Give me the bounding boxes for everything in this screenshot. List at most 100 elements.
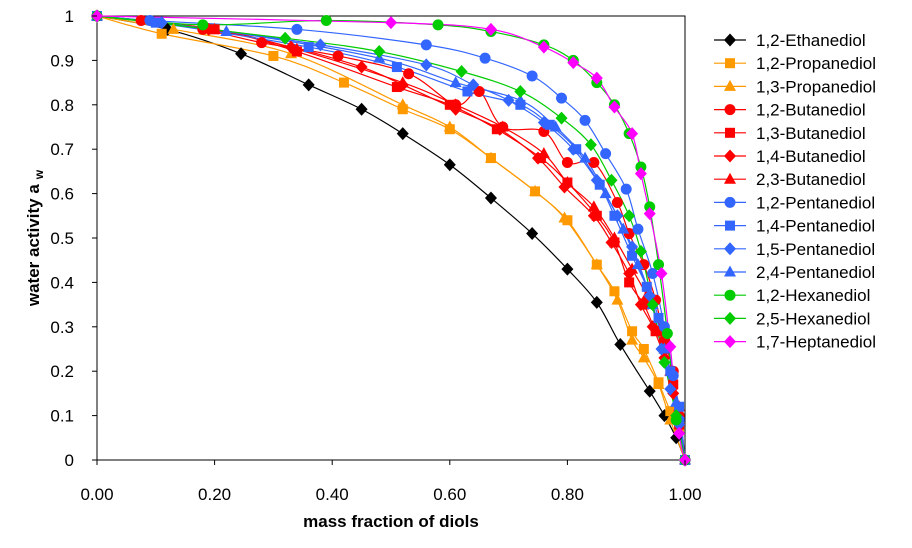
legend-marker-1-4-butanediol	[724, 149, 736, 163]
data-point-1-7-heptanediol	[608, 100, 621, 114]
data-point-2-3-butanediol	[449, 98, 462, 110]
data-point-1-2-butanediol	[332, 50, 344, 62]
y-axis-title-subscript: w	[32, 169, 46, 180]
data-point-1-3-propanediol	[652, 378, 665, 390]
data-point-1-3-propanediol	[590, 258, 603, 270]
data-point-1-3-butanediol	[668, 379, 679, 390]
series-line-1-2-ethanediol	[96, 15, 686, 461]
data-point-2-3-butanediol	[537, 147, 550, 159]
data-point-1-2-butanediol	[588, 157, 600, 169]
plot-area	[96, 15, 686, 461]
y-tick-label: 0.1	[50, 407, 74, 426]
data-point-2-4-pentanediol	[220, 25, 233, 37]
data-point-1-3-butanediol	[650, 326, 661, 337]
data-point-1-2-ethanediol	[396, 127, 409, 141]
data-point-1-2-butanediol	[403, 68, 415, 80]
x-tick-label: 1.00	[668, 485, 701, 504]
data-point-2-5-hexanediol	[646, 298, 659, 312]
data-point-1-3-propanediol	[611, 293, 624, 305]
data-point-1-2-ethanediol	[590, 295, 603, 309]
data-point-1-3-propanediol	[626, 333, 639, 345]
data-point-1-2-hexanediol	[197, 19, 209, 31]
data-point-1-2-ethanediol	[614, 338, 627, 352]
legend-marker-1-7-heptanediol	[724, 335, 736, 349]
y-tick-label: 0.9	[50, 51, 74, 70]
data-point-2-5-hexanediol	[623, 209, 636, 223]
legend-label: 1,2-Ethanediol	[756, 31, 866, 50]
data-point-1-7-heptanediol	[385, 16, 397, 30]
legend-marker-2-4-pentanediol	[724, 265, 736, 277]
legend-item-2-3-butanediol: 2,3-Butanediol	[714, 170, 866, 189]
y-tick-label: 0.8	[50, 96, 74, 115]
data-point-1-5-pentanediol	[567, 142, 580, 156]
data-point-2-5-hexanediol	[455, 65, 468, 78]
data-point-1-3-propanediol	[167, 22, 180, 34]
x-tick-label: 0.00	[80, 485, 113, 504]
data-point-1-2-pentanediol	[556, 92, 568, 104]
data-point-1-7-heptanediol	[655, 267, 668, 281]
legend-label: 1,3-Propanediol	[756, 77, 876, 96]
data-point-1-3-propanediol	[443, 120, 456, 132]
data-point-1-2-propanediol	[665, 406, 676, 417]
data-point-1-4-butanediol	[355, 60, 368, 74]
legend-label: 2,4-Pentanediol	[756, 263, 875, 282]
data-point-1-2-ethanediol	[643, 384, 656, 398]
data-point-2-4-pentanediol	[549, 120, 562, 132]
data-point-1-7-heptanediol	[590, 71, 603, 85]
data-point-2-5-hexanediol	[605, 173, 618, 187]
x-tick-label: 0.40	[316, 485, 349, 504]
legend-marker-1-5-pentanediol	[724, 242, 736, 256]
data-point-1-5-pentanediol	[611, 209, 624, 223]
y-tick-label: 0.7	[50, 140, 74, 159]
legend-item-1-3-butanediol: 1,3-Butanediol	[714, 124, 866, 143]
data-point-1-2-hexanediol	[644, 201, 656, 213]
data-point-1-7-heptanediol	[484, 22, 497, 36]
data-point-1-2-hexanediol	[432, 19, 444, 31]
data-point-1-2-propanediol	[627, 326, 638, 337]
data-point-1-3-propanediol	[529, 184, 542, 196]
data-point-1-2-propanediol	[156, 28, 167, 39]
data-point-1-2-pentanediol	[632, 223, 644, 235]
data-point-1-4-butanediol	[634, 298, 647, 312]
y-tick-label: 0.2	[50, 362, 74, 381]
data-point-1-3-propanediol	[637, 351, 650, 363]
legend-label: 1,5-Pentanediol	[756, 240, 875, 259]
data-point-1-4-butanediol	[646, 320, 659, 334]
data-point-1-2-ethanediol	[355, 102, 368, 116]
legend-label: 1,4-Pentanediol	[756, 217, 875, 236]
data-point-1-7-heptanediol	[673, 426, 686, 440]
legend-marker-1-2-hexanediol	[724, 289, 736, 301]
data-point-2-3-butanediol	[208, 22, 221, 34]
data-point-1-2-pentanediol	[620, 183, 632, 195]
legend-item-1-2-propanediol: 1,2-Propanediol	[714, 54, 876, 73]
y-axis-title: water activity a w	[24, 169, 46, 307]
data-point-2-5-hexanediol	[584, 138, 597, 152]
data-point-1-2-propanediol	[609, 286, 620, 297]
data-point-1-4-pentanediol	[665, 366, 676, 377]
data-point-1-7-heptanediol	[626, 127, 639, 141]
legend-marker-1-2-propanediol	[725, 58, 735, 69]
data-point-2-3-butanediol	[396, 76, 409, 88]
legend-item-2-5-hexanediol: 2,5-Hexanediol	[714, 309, 870, 328]
data-point-2-5-hexanediol	[670, 409, 683, 423]
data-point-1-2-butanediol	[256, 37, 268, 49]
x-tick-label: 0.80	[551, 485, 584, 504]
data-point-1-2-butanediol	[611, 196, 623, 208]
data-point-1-2-butanediol	[473, 85, 485, 97]
data-point-1-5-pentanediol	[590, 173, 603, 187]
data-point-1-2-propanediol	[338, 77, 349, 88]
legend-label: 1,3-Butanediol	[756, 124, 866, 143]
y-tick-label: 0.5	[50, 229, 74, 248]
data-point-1-3-propanediol	[558, 211, 571, 223]
data-point-1-2-hexanediol	[635, 161, 647, 173]
legend-marker-1-2-pentanediol	[724, 196, 736, 208]
data-point-2-3-butanediol	[626, 262, 639, 274]
data-point-1-3-butanediol	[444, 99, 455, 110]
legend-label: 2,3-Butanediol	[756, 170, 866, 189]
data-point-1-7-heptanediol	[537, 40, 550, 54]
data-point-1-2-pentanediol	[647, 268, 659, 280]
data-point-1-3-propanediol	[396, 98, 409, 110]
y-tick-label: 1	[65, 7, 74, 26]
data-point-1-2-ethanediol	[484, 191, 497, 205]
